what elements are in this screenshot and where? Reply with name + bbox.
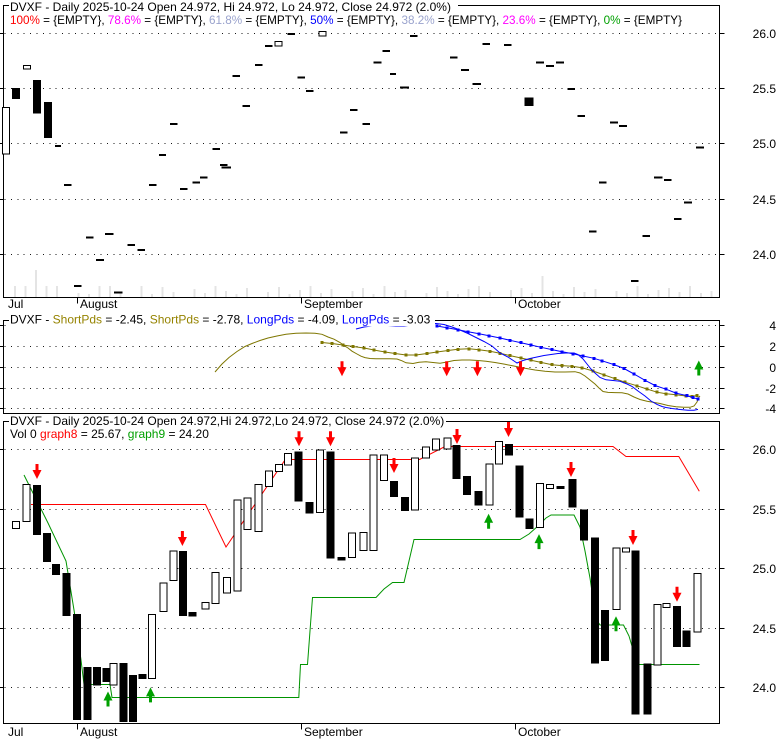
- svg-text:Jul: Jul: [8, 297, 23, 311]
- svg-text:-4: -4: [765, 402, 776, 416]
- svg-text:25.5: 25.5: [753, 82, 777, 96]
- svg-text:DVXF - ShortPds = -2.45, Short: DVXF - ShortPds = -2.45, ShortPds = -2.7…: [10, 313, 431, 327]
- svg-text:Jul: Jul: [8, 725, 23, 739]
- svg-text:DVXF - Daily 2025-10-24 Open 2: DVXF - Daily 2025-10-24 Open 24.972, Hi …: [10, 0, 451, 14]
- svg-text:August: August: [80, 725, 118, 739]
- svg-text:DVXF - Daily 2025-10-24 Open 2: DVXF - Daily 2025-10-24 Open 24.972,Hi 2…: [10, 414, 444, 428]
- svg-text:September: September: [304, 725, 363, 739]
- svg-text:24.0: 24.0: [753, 681, 777, 695]
- svg-text:October: October: [518, 297, 561, 311]
- svg-text:24.5: 24.5: [753, 622, 777, 636]
- svg-text:4: 4: [769, 319, 776, 333]
- svg-text:25.0: 25.0: [753, 562, 777, 576]
- svg-text:25.5: 25.5: [753, 503, 777, 517]
- svg-text:26.0: 26.0: [753, 443, 777, 457]
- svg-text:26.0: 26.0: [753, 27, 777, 41]
- svg-text:100% = {EMPTY}, 78.6% = {EMPTY: 100% = {EMPTY}, 78.6% = {EMPTY}, 61.8% =…: [10, 13, 682, 27]
- svg-text:24.0: 24.0: [753, 248, 777, 262]
- svg-text:25.0: 25.0: [753, 137, 777, 151]
- svg-text:0: 0: [769, 361, 776, 375]
- svg-text:-2: -2: [765, 382, 776, 396]
- svg-text:August: August: [80, 297, 118, 311]
- svg-text:2: 2: [769, 340, 776, 354]
- svg-text:Vol 0 graph8 = 25.67, graph9 =: Vol 0 graph8 = 25.67, graph9 = 24.20: [10, 427, 209, 441]
- svg-text:24.5: 24.5: [753, 193, 777, 207]
- svg-text:September: September: [304, 297, 363, 311]
- svg-text:October: October: [518, 725, 561, 739]
